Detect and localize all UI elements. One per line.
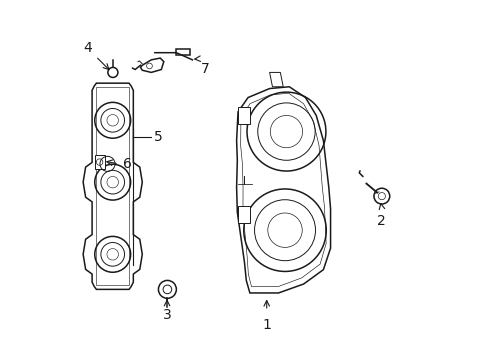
Polygon shape xyxy=(269,72,283,87)
Text: 2: 2 xyxy=(376,214,385,228)
Text: 4: 4 xyxy=(83,41,92,55)
Text: 1: 1 xyxy=(262,318,271,332)
Polygon shape xyxy=(83,83,142,289)
Polygon shape xyxy=(140,58,163,72)
Text: 6: 6 xyxy=(123,157,132,171)
Text: 5: 5 xyxy=(154,130,163,144)
FancyBboxPatch shape xyxy=(238,206,249,223)
FancyBboxPatch shape xyxy=(94,155,104,169)
FancyBboxPatch shape xyxy=(238,107,249,125)
Polygon shape xyxy=(236,87,330,293)
FancyBboxPatch shape xyxy=(176,49,190,55)
Text: 7: 7 xyxy=(201,62,209,76)
Text: 3: 3 xyxy=(163,309,171,323)
